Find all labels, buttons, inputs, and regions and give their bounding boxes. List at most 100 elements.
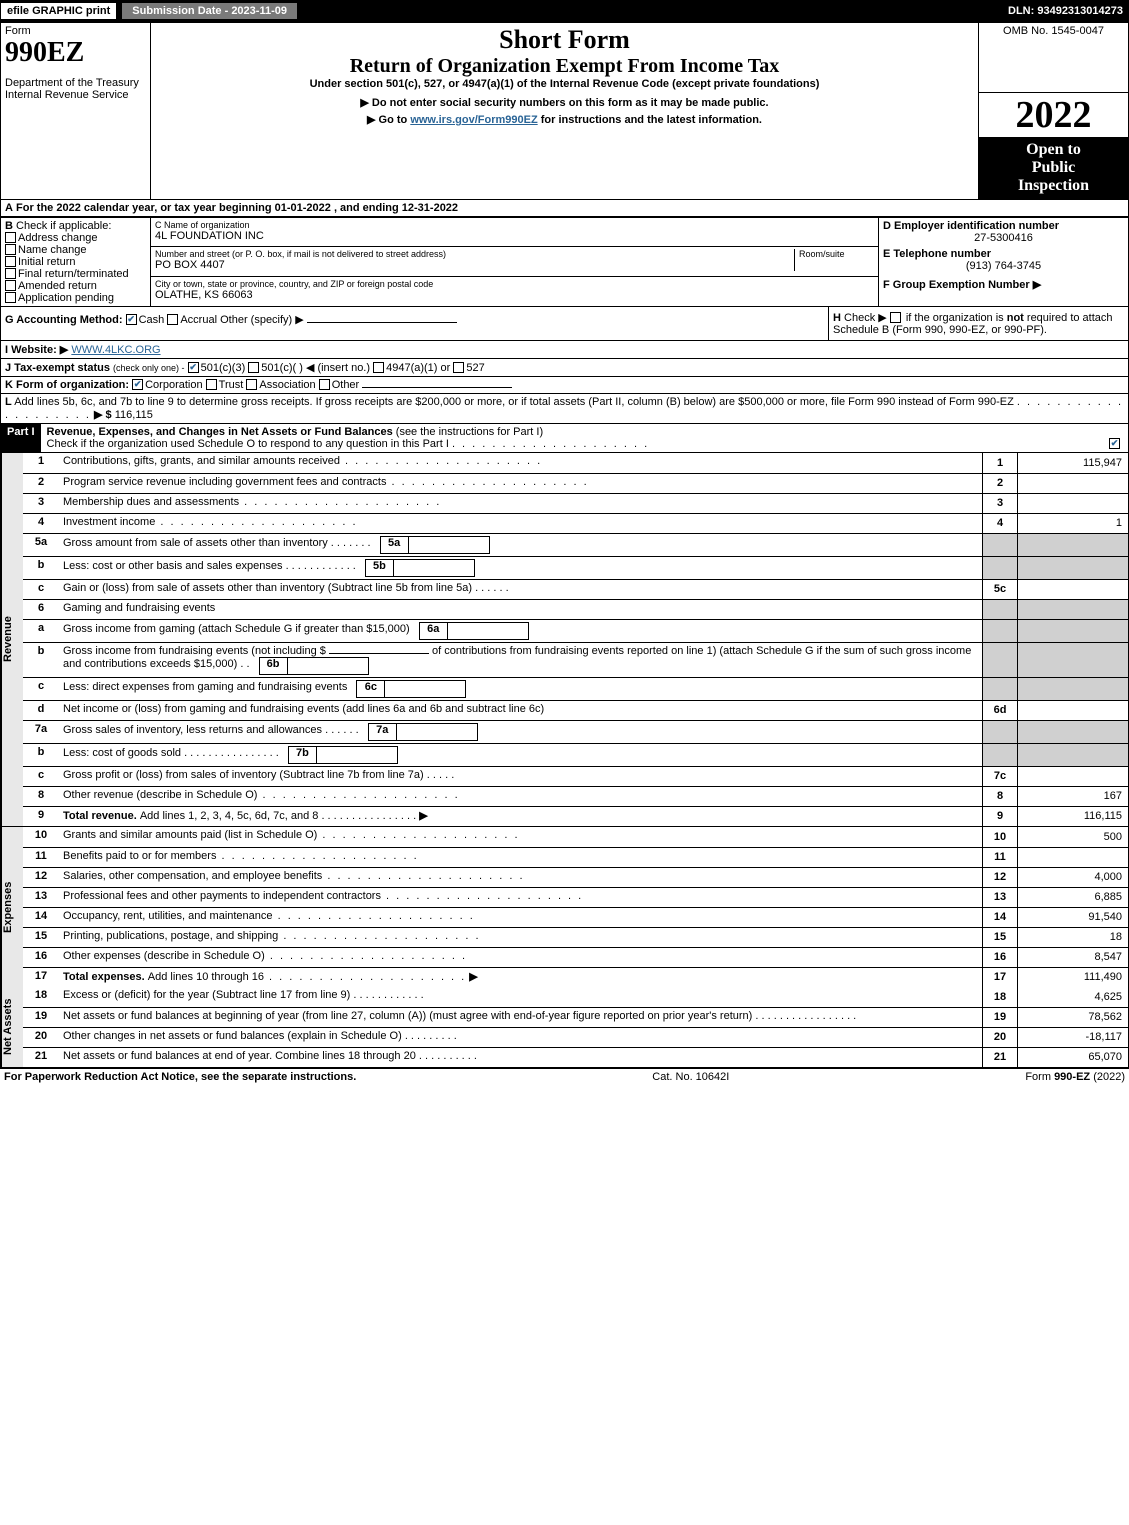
rnum-4: 4 (982, 514, 1018, 533)
cb-name-change[interactable] (5, 244, 16, 255)
amt-2 (1018, 474, 1128, 493)
side-expenses: Expenses (1, 827, 23, 987)
h-check: Check ▶ (844, 312, 887, 324)
num-7b: b (23, 744, 59, 760)
num-16: 16 (23, 948, 59, 964)
instr-goto-pre: ▶ Go to (367, 114, 410, 126)
num-7c: c (23, 767, 59, 783)
desc-7c: Gross profit or (loss) from sales of inv… (63, 769, 424, 781)
netassets-section: Net Assets 18 Excess or (deficit) for th… (0, 987, 1129, 1068)
num-11: 11 (23, 848, 59, 864)
f-label-text: F Group Exemption Number ▶ (883, 279, 1041, 291)
box-6c: 6c (356, 680, 466, 698)
num-20: 20 (23, 1028, 59, 1044)
val-6a (448, 623, 528, 639)
c-addr-cell: Number and street (or P. O. box, if mail… (151, 247, 879, 277)
line-2: 2 Program service revenue including gove… (23, 473, 1128, 493)
cb-schedule-o[interactable] (1109, 438, 1120, 449)
num-4: 4 (23, 514, 59, 530)
amt-7a-shade (1018, 721, 1128, 743)
line-6d: d Net income or (loss) from gaming and f… (23, 700, 1128, 720)
num-7a: 7a (23, 721, 59, 737)
blank-6b[interactable] (329, 653, 429, 654)
rnum-10: 10 (982, 827, 1018, 847)
c-addr-label: Number and street (or P. O. box, if mail… (155, 249, 794, 259)
tax-year: 2022 (979, 93, 1128, 137)
footer-right: Form 990-EZ (2022) (1025, 1071, 1125, 1083)
lbl-6c: 6c (357, 681, 385, 697)
line-6c: c Less: direct expenses from gaming and … (23, 677, 1128, 700)
num-1: 1 (23, 453, 59, 469)
title-cell: Short Form Return of Organization Exempt… (151, 23, 979, 93)
opt-amended-return: Amended return (18, 280, 97, 292)
cb-501c3[interactable] (188, 362, 199, 373)
entity-block: B Check if applicable: Address change Na… (0, 217, 1129, 307)
open-line3: Inspection (983, 177, 1124, 195)
c-city-cell: City or town, state or province, country… (151, 276, 879, 306)
line-6b: b Gross income from fundraising events (… (23, 642, 1128, 677)
rnum-3: 3 (982, 494, 1018, 513)
row-j: J Tax-exempt status (check only one) - 5… (0, 358, 1129, 376)
lbl-7a: 7a (369, 724, 397, 740)
g-cell: G Accounting Method: Cash Accrual Other … (1, 307, 828, 340)
h-label: H (833, 312, 841, 324)
amt-1: 115,947 (1018, 453, 1128, 473)
cb-amended-return[interactable] (5, 280, 16, 291)
footer-form-num: 990-EZ (1054, 1071, 1090, 1083)
rnum-15: 15 (982, 928, 1018, 947)
cb-assoc[interactable] (246, 379, 257, 390)
j-insert: ◀ (insert no.) (306, 362, 370, 374)
other-org-line[interactable] (362, 387, 512, 388)
desc-5c: Gain or (loss) from sale of assets other… (63, 582, 472, 594)
open-line1: Open to (983, 141, 1124, 159)
year-open-cell: 2022 Open to Public Inspection (979, 92, 1129, 199)
num-6a: a (23, 620, 59, 636)
line-12: 12 Salaries, other compensation, and emp… (23, 867, 1128, 887)
rnum-20: 20 (982, 1028, 1018, 1047)
cb-other-org[interactable] (319, 379, 330, 390)
num-6d: d (23, 701, 59, 717)
opt-final-return: Final return/terminated (18, 268, 129, 280)
desc-17: Add lines 10 through 16 (148, 971, 264, 983)
desc-10: Grants and similar amounts paid (list in… (63, 829, 317, 841)
line-1: 1 Contributions, gifts, grants, and simi… (23, 453, 1128, 473)
cb-corp[interactable] (132, 379, 143, 390)
val-5b (394, 560, 474, 576)
j-label: J Tax-exempt status (5, 362, 110, 374)
opt-4947: 4947(a)(1) or (386, 362, 450, 374)
desc-20: Other changes in net assets or fund bala… (63, 1030, 402, 1042)
cb-4947[interactable] (373, 362, 384, 373)
cb-trust[interactable] (206, 379, 217, 390)
efile-print[interactable]: efile GRAPHIC print (0, 2, 117, 20)
line-6a: a Gross income from gaming (attach Sched… (23, 619, 1128, 642)
amt-19: 78,562 (1018, 1008, 1128, 1027)
cb-h[interactable] (890, 312, 901, 323)
org-addr: PO BOX 4407 (155, 259, 794, 271)
num-13: 13 (23, 888, 59, 904)
num-5c: c (23, 580, 59, 596)
cb-527[interactable] (453, 362, 464, 373)
part1-note: (see the instructions for Part I) (396, 426, 543, 438)
form-header-table: Form 990EZ Department of the Treasury In… (0, 22, 1129, 200)
cb-initial-return[interactable] (5, 256, 16, 267)
desc-7b: Less: cost of goods sold (63, 747, 181, 759)
rnum-7b-shade (982, 744, 1018, 766)
cb-501c[interactable] (248, 362, 259, 373)
desc-11: Benefits paid to or for members (63, 850, 216, 862)
website-link[interactable]: WWW.4LKC.ORG (71, 344, 160, 356)
desc-17-bold: Total expenses. (63, 971, 148, 983)
cb-cash[interactable] (126, 314, 137, 325)
rnum-14: 14 (982, 908, 1018, 927)
cb-accrual[interactable] (167, 314, 178, 325)
irs-link[interactable]: www.irs.gov/Form990EZ (410, 114, 537, 126)
other-specify-line[interactable] (307, 322, 457, 323)
amt-6c-shade (1018, 678, 1128, 700)
gh-row: G Accounting Method: Cash Accrual Other … (0, 307, 1129, 340)
cb-application-pending[interactable] (5, 292, 16, 303)
val-7b (317, 747, 397, 763)
amt-6d (1018, 701, 1128, 720)
dots-8 (257, 789, 459, 801)
cb-final-return[interactable] (5, 268, 16, 279)
j-small: (check only one) - (113, 363, 185, 373)
cb-address-change[interactable] (5, 232, 16, 243)
